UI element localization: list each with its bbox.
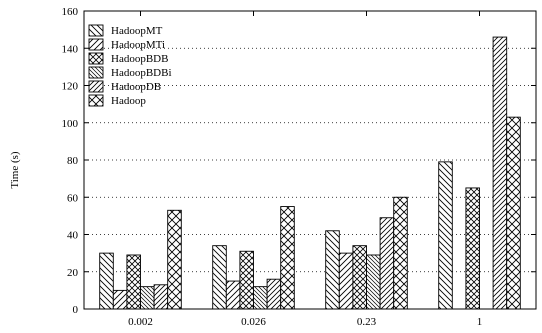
bar-hadoopdb-0.002	[153, 284, 169, 310]
bar-hadoopmt-0.002	[99, 252, 114, 310]
x-tick-label: 0.23	[357, 316, 377, 328]
legend-label: HadoopBDB	[111, 53, 168, 65]
bar-hadoopbdb-0.002	[126, 254, 141, 310]
bar-hadoopbdbi-0.23	[366, 254, 381, 310]
legend-label: HadoopDB	[111, 81, 161, 93]
legend-label: HadoopMTi	[111, 39, 165, 51]
bar-hadoopbdb-0.026	[239, 250, 254, 310]
legend-swatch	[88, 52, 104, 65]
x-tick-label: 0.002	[128, 316, 153, 328]
plot-frame	[83, 10, 537, 310]
bar-hadoopdb-0.23	[379, 217, 395, 310]
legend-swatch	[88, 24, 104, 37]
bar-hadoopbdb-1	[465, 187, 480, 310]
bar-hadoopmti-0.026	[225, 280, 241, 310]
y-tick-label: 100	[62, 118, 79, 130]
bar-hadoop-0.026	[280, 206, 295, 310]
y-tick-label: 140	[62, 43, 79, 55]
bar-hadoop-0.002	[167, 209, 182, 310]
legend-swatch	[88, 66, 104, 79]
gridlines	[84, 47, 536, 273]
bars	[99, 36, 521, 310]
bar-hadoopbdbi-0.002	[140, 286, 155, 310]
bar-hadoop-1	[506, 116, 521, 310]
bar-hadoopmt-0.026	[212, 245, 227, 310]
bar-hadoopbdbi-0.026	[253, 286, 268, 310]
y-tick-label: 60	[67, 192, 79, 204]
y-tick-label: 80	[67, 155, 79, 167]
y-tick-label: 20	[67, 267, 79, 279]
legend-label: Hadoop	[111, 95, 146, 107]
bar-hadoopdb-0.026	[266, 278, 282, 310]
legend: HadoopMT HadoopMTi HadoopBDB HadoopBDBi Hado…	[88, 24, 172, 107]
legend-label: HadoopBDBi	[111, 67, 172, 79]
bar-hadoopmti-0.002	[112, 289, 128, 310]
tick-labels: 0 20 40 60 80 100 120 140 160 0.002 0.026 0.23 1	[62, 6, 483, 328]
y-tick-label: 0	[73, 304, 79, 316]
axes	[83, 10, 537, 310]
bar-hadoopmti-0.23	[338, 252, 354, 310]
legend-label: HadoopMT	[111, 25, 163, 37]
bar-hadoopdb-1	[492, 36, 508, 310]
bar-hadoopmt-1	[438, 161, 453, 310]
bar-hadoop-0.23	[393, 196, 408, 310]
legend-swatch	[88, 94, 104, 107]
bar-hadoopmt-0.23	[325, 230, 340, 310]
x-tick-label: 0.026	[241, 316, 266, 328]
y-tick-label: 160	[62, 6, 79, 18]
legend-swatch	[88, 80, 104, 93]
y-tick-label: 120	[62, 81, 79, 93]
x-tick-label: 1	[477, 316, 483, 328]
legend-swatch	[88, 38, 104, 51]
y-tick-label: 40	[67, 230, 79, 242]
bar-hadoopbdb-0.23	[352, 245, 367, 310]
y-axis-title: Time (s)	[9, 151, 21, 189]
